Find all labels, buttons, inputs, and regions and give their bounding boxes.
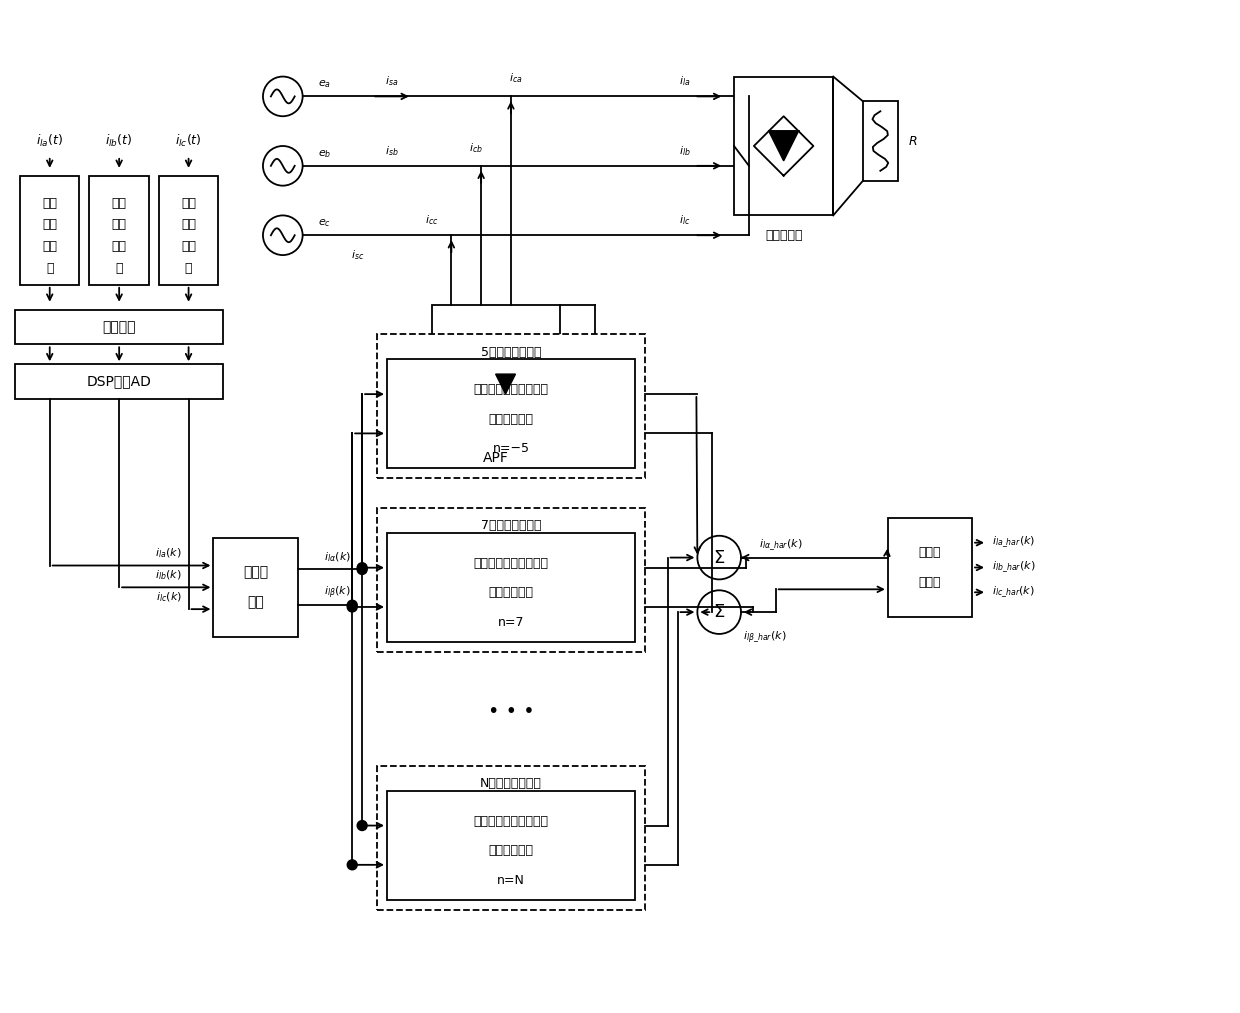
Polygon shape	[496, 374, 516, 394]
Text: 数带通滤波器: 数带通滤波器	[489, 412, 533, 425]
Text: 电流: 电流	[181, 219, 196, 231]
Bar	[377, 766, 645, 910]
Bar	[15, 365, 223, 399]
Text: 器: 器	[185, 262, 192, 275]
Text: N次正序谐波检测: N次正序谐波检测	[480, 777, 542, 790]
Text: $i_{l\alpha\_har}(k)$: $i_{l\alpha\_har}(k)$	[759, 538, 802, 553]
Text: n=−5: n=−5	[492, 443, 529, 455]
Text: $i_{la}(k)$: $i_{la}(k)$	[155, 547, 182, 560]
Text: 具有相位校正功能的复: 具有相位校正功能的复	[474, 814, 548, 828]
Bar	[213, 538, 298, 637]
Text: 霍尔: 霍尔	[42, 197, 57, 210]
Text: $i_{la}$: $i_{la}$	[678, 75, 691, 88]
Bar	[15, 310, 223, 344]
Text: $i_{lb}$: $i_{lb}$	[678, 144, 691, 158]
Circle shape	[347, 601, 357, 610]
Bar	[734, 77, 833, 216]
Text: 霍尔: 霍尔	[181, 197, 196, 210]
Polygon shape	[769, 131, 799, 161]
Bar	[377, 334, 645, 478]
Text: $i_{lb}(k)$: $i_{lb}(k)$	[155, 568, 182, 582]
Text: $i_{lc}(k)$: $i_{lc}(k)$	[156, 591, 182, 604]
Bar	[89, 175, 149, 285]
Bar	[20, 175, 79, 285]
Text: $i_{sc}$: $i_{sc}$	[351, 248, 363, 262]
Text: $e_a$: $e_a$	[317, 79, 331, 90]
Text: 数带通滤波器: 数带通滤波器	[489, 844, 533, 857]
Bar	[863, 101, 898, 180]
Text: $i_{cc}$: $i_{cc}$	[425, 214, 438, 227]
Text: $e_b$: $e_b$	[317, 148, 331, 160]
Bar	[387, 360, 635, 468]
Text: $i_{sa}$: $i_{sa}$	[386, 75, 398, 88]
Text: 传感: 传感	[112, 240, 126, 253]
Text: 调理电路: 调理电路	[103, 320, 136, 334]
Circle shape	[357, 821, 367, 831]
Text: n=N: n=N	[497, 873, 525, 886]
Text: 克拉克: 克拉克	[919, 546, 941, 559]
Circle shape	[357, 563, 367, 572]
Text: 7次正序谐波检测: 7次正序谐波检测	[481, 520, 541, 533]
Text: $i_{cb}$: $i_{cb}$	[469, 141, 484, 155]
Text: 数带通滤波器: 数带通滤波器	[489, 587, 533, 600]
Text: $i_{la}(t)$: $i_{la}(t)$	[36, 133, 63, 149]
Text: 反变换: 反变换	[919, 575, 941, 589]
Text: $i_{l\beta\_har}(k)$: $i_{l\beta\_har}(k)$	[743, 629, 786, 644]
Circle shape	[357, 564, 367, 574]
Text: 非线性负载: 非线性负载	[765, 229, 802, 242]
Text: $i_{l\beta}(k)$: $i_{l\beta}(k)$	[324, 586, 351, 602]
Text: $R$: $R$	[908, 135, 918, 148]
Text: 传感: 传感	[181, 240, 196, 253]
Text: 霍尔: 霍尔	[112, 197, 126, 210]
Text: 克拉克: 克拉克	[243, 565, 268, 579]
Text: $i_{lb}(t)$: $i_{lb}(t)$	[105, 133, 133, 149]
Text: $e_c$: $e_c$	[317, 218, 331, 229]
Text: 电流: 电流	[112, 219, 126, 231]
Text: $i_{lc}(t)$: $i_{lc}(t)$	[175, 133, 202, 149]
Circle shape	[347, 602, 357, 612]
Text: $i_{lb\_har}(k)$: $i_{lb\_har}(k)$	[992, 560, 1035, 575]
Text: $\Sigma$: $\Sigma$	[713, 603, 725, 621]
Text: 变换: 变换	[247, 596, 264, 609]
Bar	[888, 518, 972, 617]
Bar	[387, 533, 635, 642]
Text: APF: APF	[484, 452, 508, 465]
Text: $i_{sb}$: $i_{sb}$	[386, 144, 399, 158]
Text: 器: 器	[46, 262, 53, 275]
Text: $i_{ca}$: $i_{ca}$	[510, 72, 523, 85]
Text: $i_{lc}$: $i_{lc}$	[678, 214, 691, 227]
Text: 具有相位校正功能的复: 具有相位校正功能的复	[474, 557, 548, 570]
Text: $\Sigma$: $\Sigma$	[713, 549, 725, 566]
Text: 5次负序谐波检测: 5次负序谐波检测	[481, 345, 541, 359]
Text: $i_{l\alpha}(k)$: $i_{l\alpha}(k)$	[324, 551, 351, 564]
Text: $i_{la\_har}(k)$: $i_{la\_har}(k)$	[992, 535, 1035, 550]
Circle shape	[347, 860, 357, 870]
Text: • • •: • • •	[487, 702, 534, 721]
Bar	[432, 305, 560, 434]
Bar	[387, 790, 635, 900]
Text: DSP内置AD: DSP内置AD	[87, 375, 151, 389]
Text: 器: 器	[115, 262, 123, 275]
Text: 电流: 电流	[42, 219, 57, 231]
Text: n=7: n=7	[497, 616, 525, 629]
Text: 传感: 传感	[42, 240, 57, 253]
Text: 具有相位校正功能的复: 具有相位校正功能的复	[474, 383, 548, 396]
Text: $i_{lc\_har}(k)$: $i_{lc\_har}(k)$	[992, 585, 1034, 600]
Bar	[159, 175, 218, 285]
Bar	[377, 508, 645, 651]
